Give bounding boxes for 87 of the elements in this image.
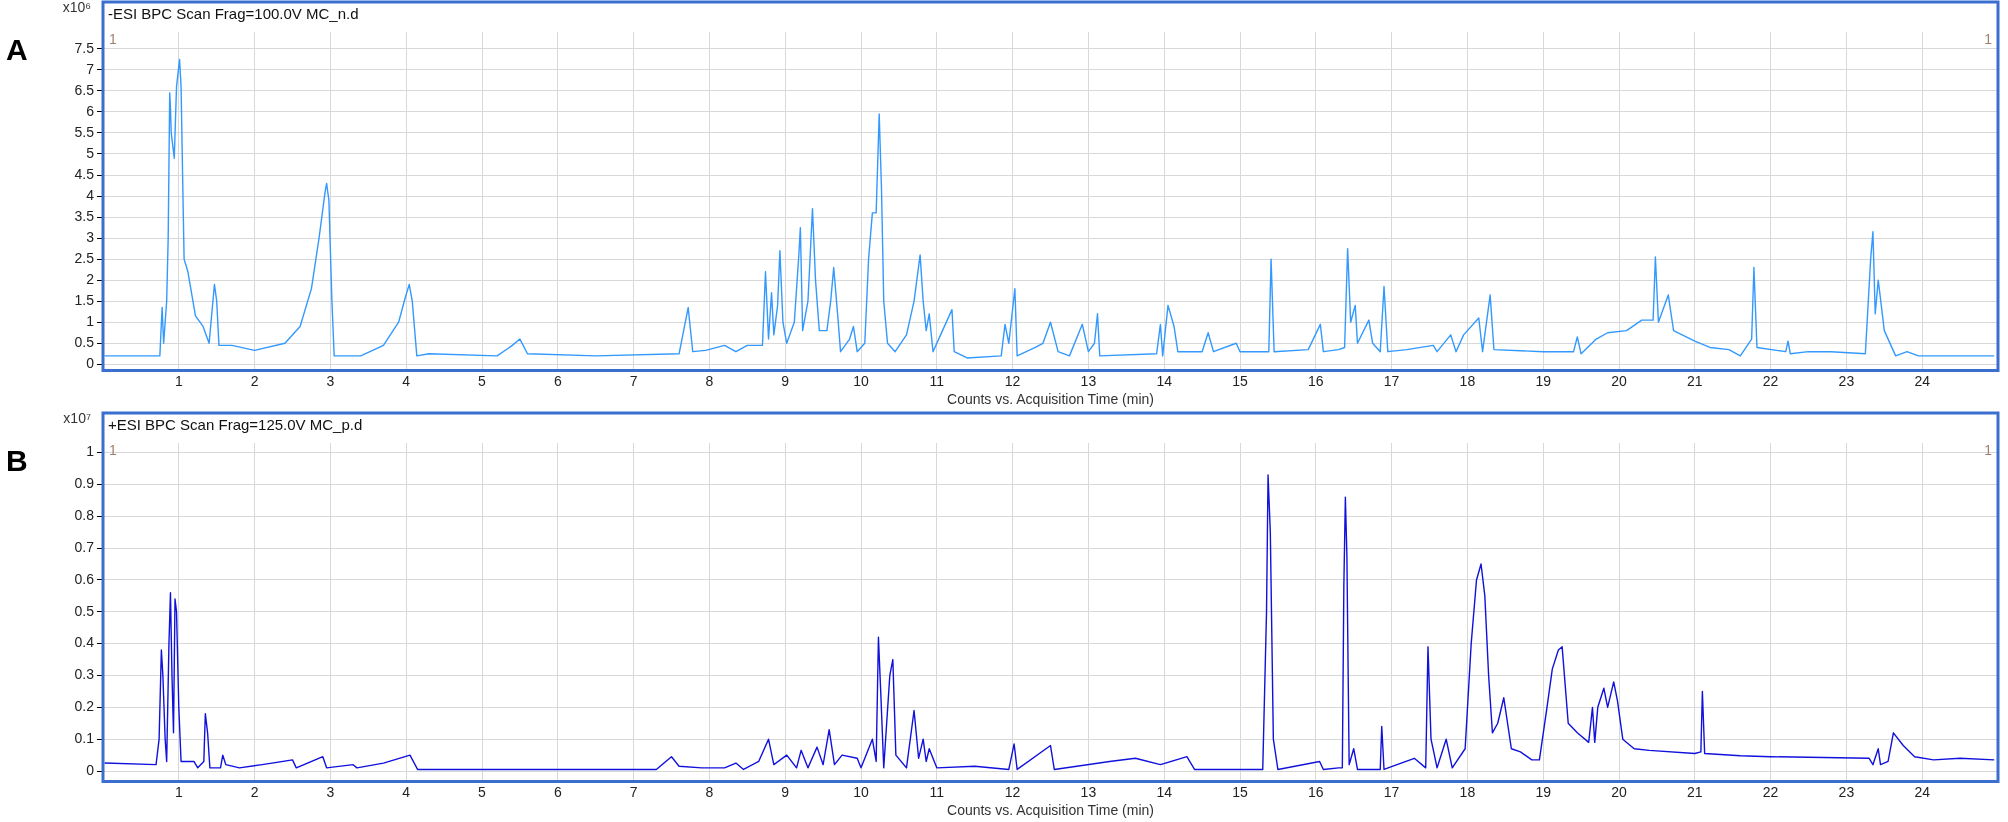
x-tick-label: 12 bbox=[1004, 783, 1021, 800]
text: B bbox=[6, 444, 28, 478]
annotation: 1 bbox=[1984, 30, 1993, 47]
y-tick-label: 0.7 bbox=[74, 538, 95, 555]
x-tick-label: 23 bbox=[1838, 783, 1855, 800]
x-tick-label: 10 bbox=[853, 372, 869, 389]
y-tick-label: 0.8 bbox=[74, 507, 95, 524]
x-tick-label: 7 bbox=[629, 372, 638, 389]
y-tick-label: 0.9 bbox=[74, 475, 95, 492]
x-tick-label: 23 bbox=[1838, 372, 1855, 389]
x-tick-label: 6 bbox=[553, 783, 562, 800]
x-tick-label: 9 bbox=[781, 372, 790, 389]
x-tick-label: 12 bbox=[1004, 372, 1021, 389]
x-tick-label: 7 bbox=[629, 783, 638, 800]
y-tick-label: 0.5 bbox=[74, 334, 95, 351]
y-axis-title: x10⁷ bbox=[63, 409, 91, 426]
x-tick-label: 8 bbox=[705, 783, 714, 800]
x-tick-label: 13 bbox=[1080, 372, 1097, 389]
y-tick-label: 6 bbox=[86, 102, 95, 119]
x-tick-label: 17 bbox=[1383, 783, 1400, 800]
x-tick-label: 19 bbox=[1535, 372, 1552, 389]
x-tick-label: 18 bbox=[1459, 372, 1476, 389]
y-tick-label: 6.5 bbox=[74, 81, 95, 98]
x-axis-title: Counts vs. Acquisition Time (min) bbox=[947, 391, 1154, 408]
x-tick-label: 11 bbox=[929, 372, 945, 389]
x-tick-label: 21 bbox=[1687, 783, 1703, 800]
x-tick-label: 11 bbox=[929, 783, 945, 800]
y-tick-label: 0.4 bbox=[74, 634, 95, 651]
x-tick-label: 6 bbox=[553, 372, 562, 389]
x-tick-label: 14 bbox=[1156, 372, 1173, 389]
x-tick-label: 2 bbox=[250, 372, 259, 389]
y-tick-label: 0 bbox=[86, 355, 95, 372]
x-tick-label: 15 bbox=[1232, 372, 1248, 389]
y-tick-label: 0.1 bbox=[74, 730, 95, 747]
annotation: 1 bbox=[1984, 441, 1993, 458]
x-tick-label: 15 bbox=[1232, 783, 1248, 800]
x-tick-label: 20 bbox=[1611, 783, 1627, 800]
x-tick-label: 24 bbox=[1914, 372, 1931, 389]
x-tick-label: 1 bbox=[174, 783, 183, 800]
y-tick-label: 7 bbox=[86, 60, 95, 77]
y-tick-label: 0.2 bbox=[74, 698, 95, 715]
y-tick-label: 2.5 bbox=[74, 250, 95, 266]
y-tick-label: 4 bbox=[86, 186, 95, 203]
x-tick-label: 1 bbox=[174, 372, 183, 389]
x-tick-label: 13 bbox=[1080, 783, 1097, 800]
y-tick-label: 2 bbox=[86, 271, 95, 288]
x-tick-label: 4 bbox=[402, 372, 411, 389]
y-tick-label: 0.3 bbox=[74, 666, 95, 683]
x-tick-label: 20 bbox=[1611, 372, 1627, 389]
y-tick-label: 0.5 bbox=[74, 602, 95, 619]
x-tick-label: 8 bbox=[705, 372, 714, 389]
x-tick-label: 22 bbox=[1762, 372, 1779, 389]
x-tick-label: 4 bbox=[402, 783, 411, 800]
x-tick-label: 10 bbox=[853, 783, 869, 800]
y-tick-label: 1 bbox=[86, 313, 95, 330]
y-tick-label: 3.5 bbox=[74, 207, 95, 224]
x-tick-label: 9 bbox=[781, 783, 790, 800]
y-tick-label: 5.5 bbox=[74, 123, 95, 140]
y-tick-label: 3 bbox=[86, 228, 95, 245]
chart-title: +ESI BPC Scan Frag=125.0V MC_p.d bbox=[108, 416, 363, 434]
x-tick-label: 22 bbox=[1762, 783, 1779, 800]
y-tick-label: 1.5 bbox=[74, 292, 95, 309]
x-tick-label: 21 bbox=[1687, 372, 1703, 389]
y-axis-title: x10⁶ bbox=[62, 0, 91, 15]
x-tick-label: 16 bbox=[1308, 372, 1324, 389]
y-tick-label: 0 bbox=[86, 761, 95, 778]
x-tick-label: 5 bbox=[478, 372, 487, 389]
chart-title: -ESI BPC Scan Frag=100.0V MC_n.d bbox=[108, 5, 359, 23]
x-tick-label: 14 bbox=[1156, 783, 1173, 800]
y-tick-label: 7.5 bbox=[74, 39, 95, 56]
text: A bbox=[6, 33, 28, 67]
annotation: 1 bbox=[109, 30, 117, 47]
x-tick-label: 3 bbox=[326, 783, 335, 800]
x-tick-label: 17 bbox=[1383, 372, 1400, 389]
x-axis-title: Counts vs. Acquisition Time (min) bbox=[947, 802, 1154, 819]
x-tick-label: 24 bbox=[1914, 783, 1931, 800]
x-tick-label: 19 bbox=[1535, 783, 1552, 800]
y-tick-label: 0.6 bbox=[74, 570, 95, 587]
y-tick-label: 5 bbox=[86, 144, 95, 161]
x-tick-label: 16 bbox=[1308, 783, 1324, 800]
annotation: 1 bbox=[109, 441, 117, 458]
x-tick-label: 3 bbox=[326, 372, 335, 389]
x-tick-label: 2 bbox=[250, 783, 259, 800]
y-tick-label: 4.5 bbox=[74, 165, 95, 182]
y-tick-label: 1 bbox=[86, 443, 95, 460]
x-tick-label: 5 bbox=[478, 783, 487, 800]
x-tick-label: 18 bbox=[1459, 783, 1476, 800]
